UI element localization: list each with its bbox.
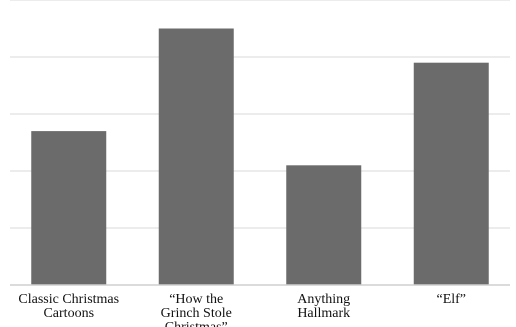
category-label: Classic Christmas: [18, 292, 119, 307]
category-label: Hallmark: [297, 306, 350, 321]
category-label: Cartoons: [43, 306, 94, 321]
category-label: Grinch Stole: [161, 306, 232, 321]
bars: [31, 28, 489, 286]
category-label: Christmas”: [165, 320, 228, 327]
category-label: Anything: [297, 292, 350, 307]
bar: [413, 62, 489, 286]
bar: [31, 131, 107, 285]
category-label: “Elf”: [436, 292, 466, 307]
bar: [158, 28, 234, 285]
category-label: “How the: [169, 292, 223, 307]
bar: [286, 165, 362, 285]
